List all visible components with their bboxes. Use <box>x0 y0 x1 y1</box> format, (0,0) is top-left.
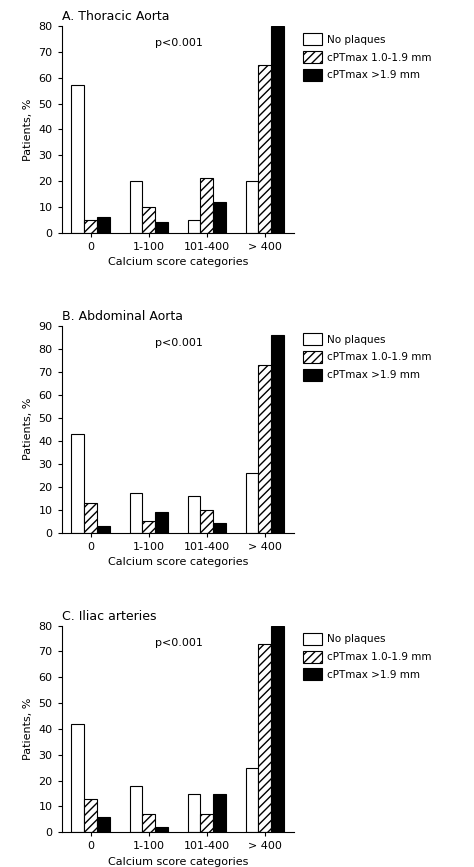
X-axis label: Calcium score categories: Calcium score categories <box>108 257 248 267</box>
Bar <box>129 493 142 532</box>
Bar <box>129 786 142 832</box>
Bar <box>97 525 110 532</box>
Y-axis label: Patients, %: Patients, % <box>23 398 33 460</box>
Bar <box>271 335 284 532</box>
X-axis label: Calcium score categories: Calcium score categories <box>108 857 248 867</box>
Bar <box>188 496 201 532</box>
Bar <box>72 434 84 532</box>
Bar <box>246 181 258 232</box>
Bar <box>84 220 97 232</box>
Bar <box>97 817 110 832</box>
Bar <box>213 793 226 832</box>
Text: C. Iliac arteries: C. Iliac arteries <box>62 610 156 623</box>
Bar <box>72 724 84 832</box>
Bar <box>213 524 226 532</box>
Bar <box>271 626 284 832</box>
Text: p<0.001: p<0.001 <box>155 38 202 49</box>
X-axis label: Calcium score categories: Calcium score categories <box>108 557 248 567</box>
Y-axis label: Patients, %: Patients, % <box>23 98 33 160</box>
Bar <box>258 643 271 832</box>
Text: p<0.001: p<0.001 <box>155 638 202 648</box>
Legend: No plaques, cPTmax 1.0-1.9 mm, cPTmax >1.9 mm: No plaques, cPTmax 1.0-1.9 mm, cPTmax >1… <box>301 331 434 382</box>
Bar <box>246 473 258 532</box>
Bar <box>201 814 213 832</box>
Bar <box>142 521 155 532</box>
Bar <box>188 220 201 232</box>
Text: A. Thoracic Aorta: A. Thoracic Aorta <box>62 10 169 23</box>
Bar <box>84 799 97 832</box>
Bar <box>72 86 84 232</box>
Bar <box>155 827 168 832</box>
Bar <box>258 65 271 232</box>
Bar <box>188 793 201 832</box>
Legend: No plaques, cPTmax 1.0-1.9 mm, cPTmax >1.9 mm: No plaques, cPTmax 1.0-1.9 mm, cPTmax >1… <box>301 631 434 682</box>
Bar <box>258 365 271 532</box>
Bar <box>142 207 155 232</box>
Text: B. Abdominal Aorta: B. Abdominal Aorta <box>62 310 182 323</box>
Bar <box>201 179 213 232</box>
Bar <box>271 26 284 232</box>
Bar <box>84 503 97 532</box>
Bar <box>213 202 226 232</box>
Y-axis label: Patients, %: Patients, % <box>23 698 33 760</box>
Bar <box>142 814 155 832</box>
Bar <box>129 181 142 232</box>
Bar <box>201 510 213 532</box>
Bar <box>155 512 168 532</box>
Bar <box>246 767 258 832</box>
Bar <box>97 218 110 232</box>
Legend: No plaques, cPTmax 1.0-1.9 mm, cPTmax >1.9 mm: No plaques, cPTmax 1.0-1.9 mm, cPTmax >1… <box>301 31 434 83</box>
Bar <box>155 223 168 232</box>
Text: p<0.001: p<0.001 <box>155 338 202 349</box>
